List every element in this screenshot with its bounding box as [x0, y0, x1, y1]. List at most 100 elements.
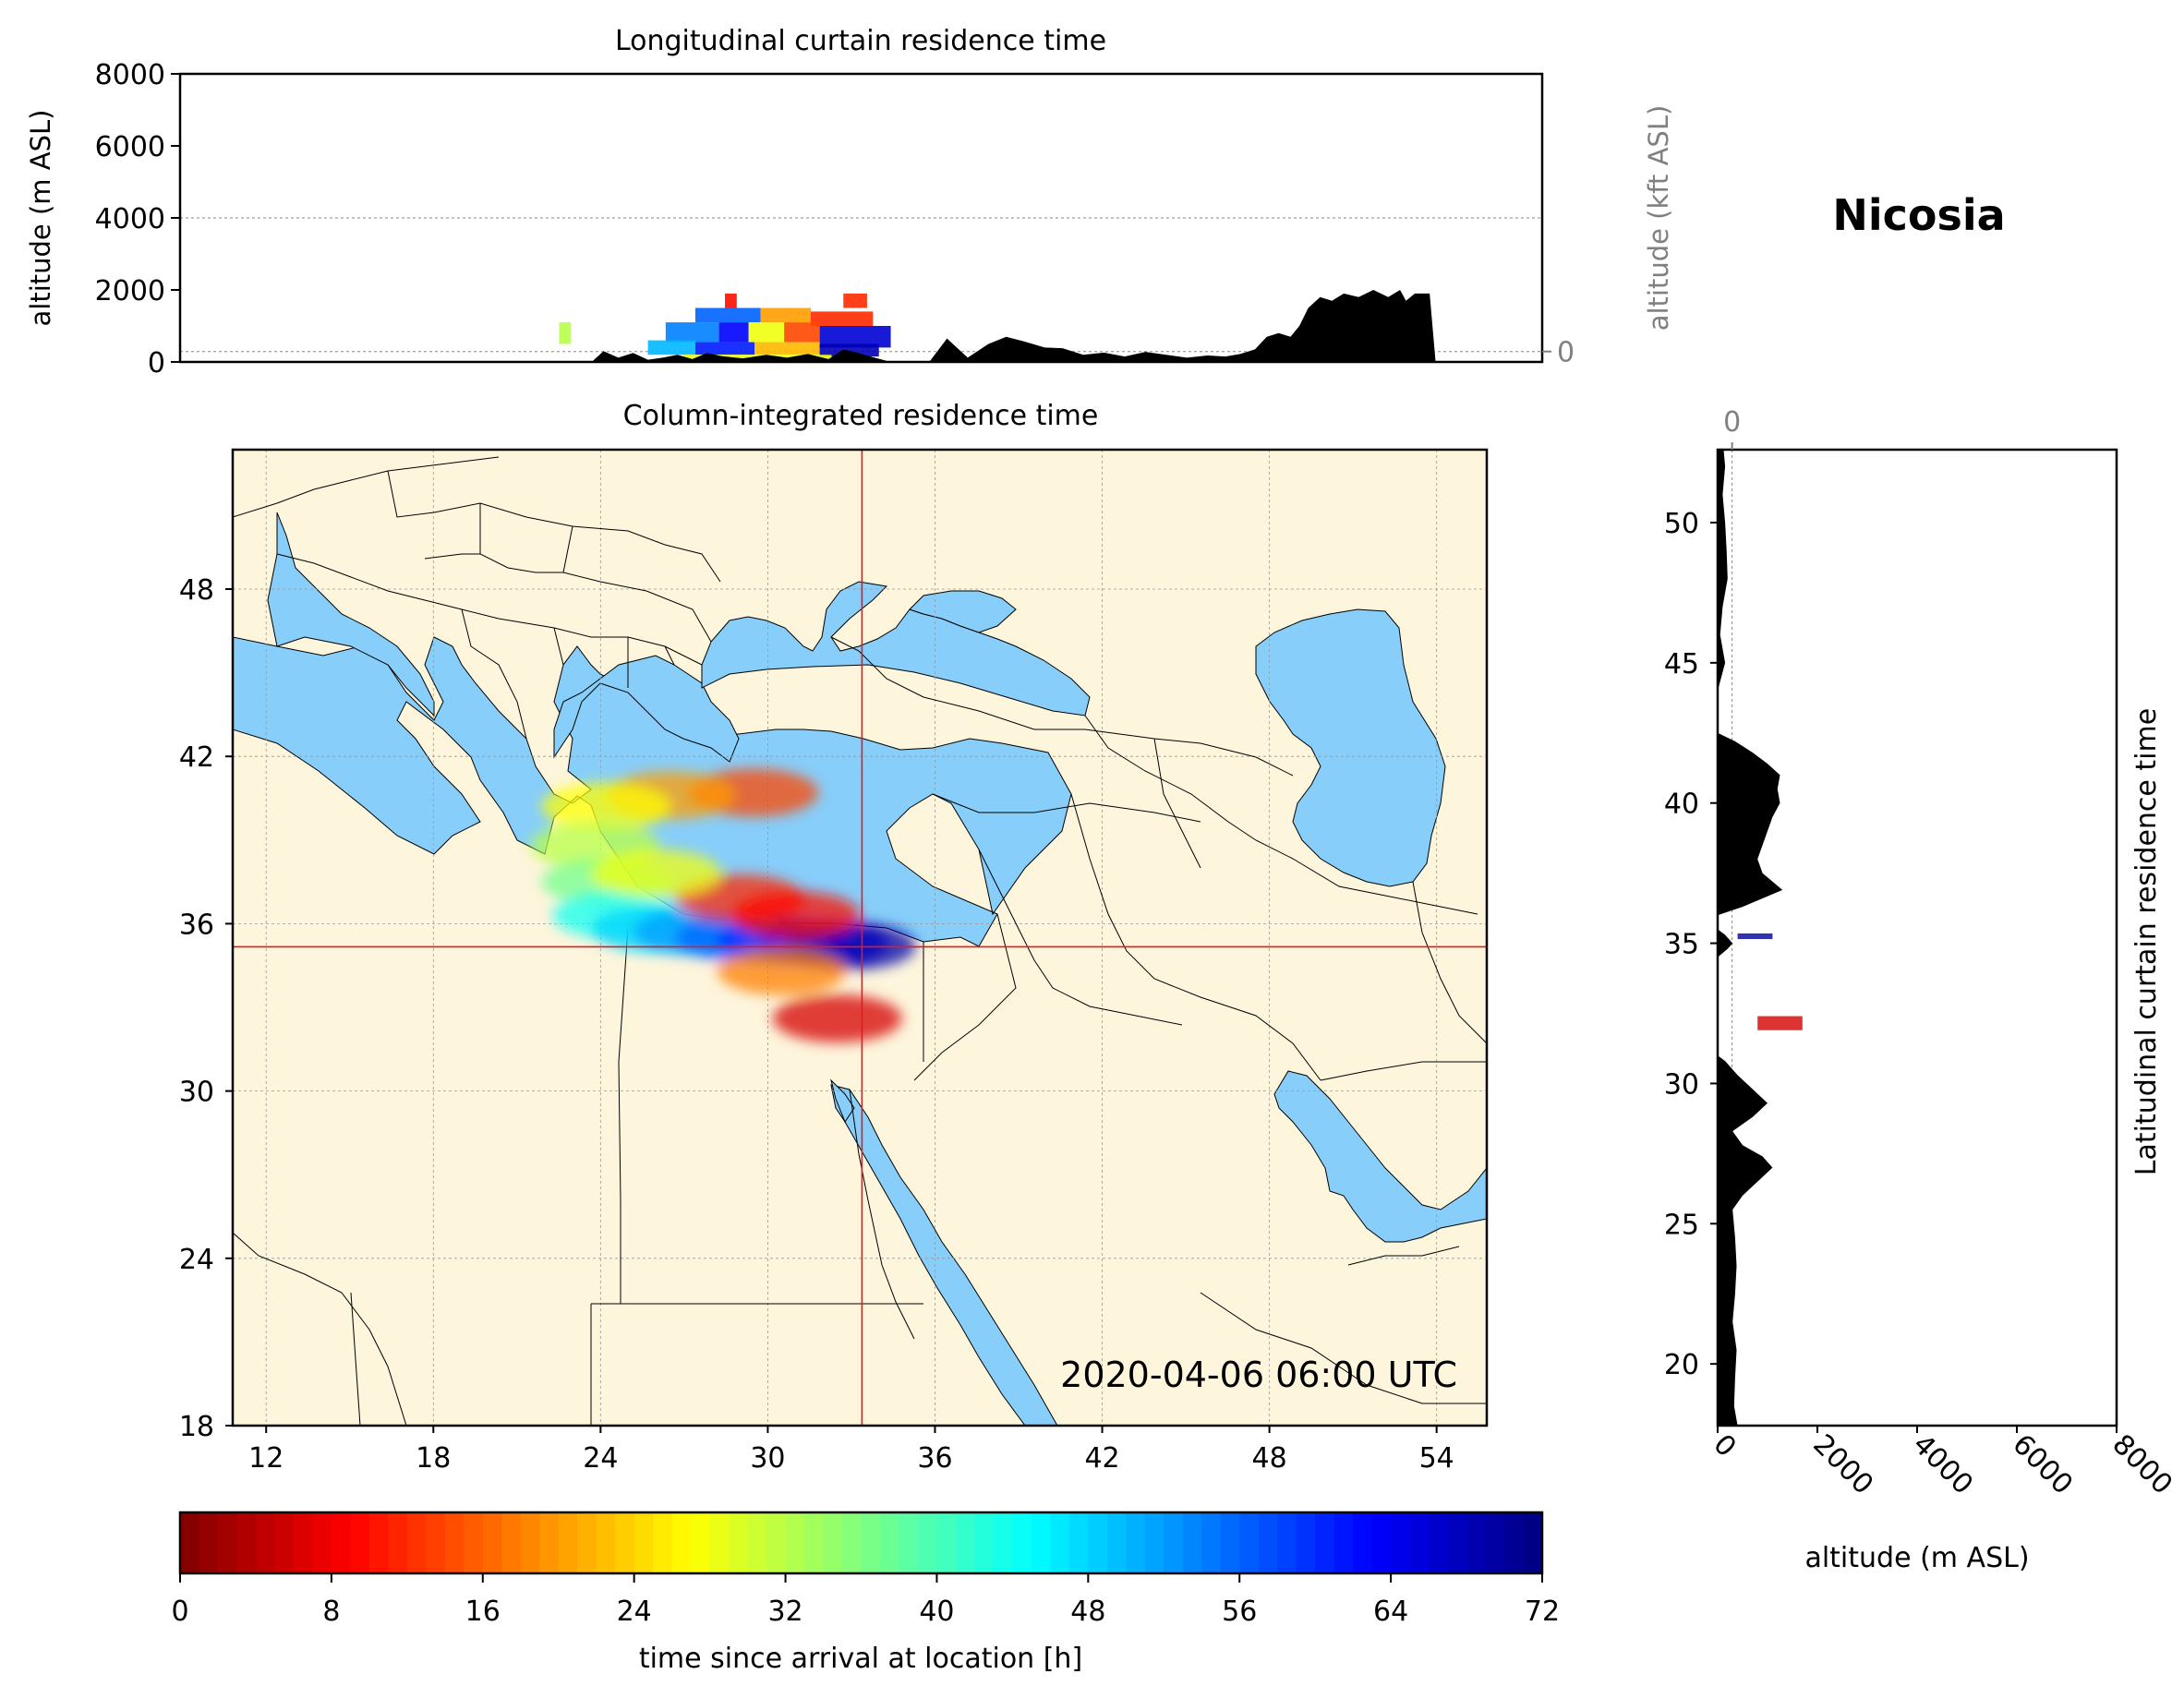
- colorbar-cell: [520, 1512, 540, 1573]
- colorbar-cells: [180, 1512, 1543, 1573]
- right-ytick-label: 45: [1664, 648, 1699, 680]
- top-plume-band: [748, 322, 785, 343]
- colorbar-cell: [1429, 1512, 1449, 1573]
- map-ytick-label: 24: [179, 1244, 214, 1276]
- map-x-axis: 12 18 24 30 36 42 48 54: [248, 1426, 1454, 1475]
- top-plume-band: [718, 322, 749, 343]
- right-ytick-label: 50: [1664, 508, 1699, 540]
- right-x-axis: 0 2000 4000 6000 8000: [1707, 1426, 2178, 1501]
- right-grid: [1732, 450, 1733, 1426]
- map-plume-blob: [591, 849, 721, 898]
- top-plume-band: [665, 322, 719, 343]
- colorbar-cell: [558, 1512, 578, 1573]
- right-ytick-label: 35: [1664, 929, 1699, 961]
- colorbar-cell: [804, 1512, 825, 1573]
- colorbar-cell: [1353, 1512, 1373, 1573]
- colorbar-cell: [974, 1512, 995, 1573]
- colorbar-cell: [1333, 1512, 1354, 1573]
- right-xtick-label: 8000: [2106, 1428, 2178, 1501]
- top-plume-band: [819, 343, 879, 357]
- colorbar-cell: [1031, 1512, 1051, 1573]
- top-plume-band: [784, 322, 820, 343]
- colorbar-cell: [1012, 1512, 1032, 1573]
- colorbar-cell: [539, 1512, 560, 1573]
- colorbar-cell: [955, 1512, 976, 1573]
- colorbar-cell: [653, 1512, 673, 1573]
- right-xtick-top-label: 0: [1723, 406, 1741, 439]
- colorbar-cell: [312, 1512, 332, 1573]
- map-plume-blob: [541, 782, 671, 831]
- colorbar-cell: [1220, 1512, 1240, 1573]
- adriatic-sea: [267, 512, 435, 717]
- colorbar-cell: [1201, 1512, 1222, 1573]
- top-ytick-label: 6000: [95, 131, 165, 163]
- colorbar-label: time since arrival at location [h]: [639, 1643, 1082, 1675]
- colorbar-cell: [1277, 1512, 1297, 1573]
- map-xtick-label: 12: [248, 1442, 284, 1475]
- colorbar-cell: [917, 1512, 938, 1573]
- colorbar-cell: [464, 1512, 484, 1573]
- map-xtick-label: 36: [917, 1442, 952, 1475]
- right-ylabel: Latitudinal curtain residence time: [2130, 708, 2163, 1175]
- colorbar-cell: [1144, 1512, 1164, 1573]
- colorbar-cell: [274, 1512, 295, 1573]
- map-area: 2020-04-06 06:00 UTC: [233, 450, 1487, 1426]
- map-title: Column-integrated residence time: [623, 400, 1099, 432]
- colorbar: 0 8 16 24 32 40 48 56 64 72 time since arrival at…: [171, 1511, 1560, 1675]
- colorbar-cell: [1523, 1512, 1543, 1573]
- colorbar-ticks: 0 8 16 24 32 40 48 56 64 72: [171, 1573, 1560, 1628]
- right-top-axis: 050100: [1723, 406, 1741, 450]
- colorbar-cell: [596, 1512, 616, 1573]
- colorbar-cell: [1466, 1512, 1487, 1573]
- colorbar-tick-label: 32: [767, 1596, 802, 1628]
- persian-gulf: [1273, 1070, 1487, 1243]
- top-plume-band: [725, 293, 737, 308]
- map-ytick-label: 30: [179, 1077, 214, 1109]
- colorbar-cell: [1182, 1512, 1202, 1573]
- colorbar-cell: [331, 1512, 351, 1573]
- right-xtick-label: 4000: [1906, 1428, 1979, 1501]
- colorbar-tick-label: 64: [1373, 1596, 1408, 1628]
- top-plume-band: [760, 307, 811, 323]
- top-plume-band: [754, 342, 820, 355]
- map-axes-frame: [231, 448, 1489, 1427]
- location-title: Nicosia: [1832, 190, 2005, 240]
- red-sea: [830, 1084, 1058, 1426]
- right-ytick-label: 30: [1664, 1068, 1699, 1101]
- map-ytick-label: 36: [179, 909, 214, 941]
- colorbar-cell: [861, 1512, 881, 1573]
- colorbar-cell: [1485, 1512, 1505, 1573]
- colorbar-cell: [293, 1512, 314, 1573]
- colorbar-tick-label: 40: [919, 1596, 954, 1628]
- top-plume-band: [694, 342, 755, 355]
- colorbar-cell: [368, 1512, 389, 1573]
- colorbar-cell: [1050, 1512, 1070, 1573]
- top-ylabel-right: altitude (kft ASL): [1643, 105, 1674, 331]
- colorbar-cell: [406, 1512, 427, 1573]
- colorbar-cell: [501, 1512, 522, 1573]
- colorbar-tick-label: 8: [322, 1596, 340, 1628]
- colorbar-cell: [180, 1512, 200, 1573]
- top-plume-band: [819, 326, 891, 348]
- map-xtick-label: 54: [1419, 1442, 1454, 1475]
- colorbar-cell: [236, 1512, 257, 1573]
- right-xlabel: altitude (m ASL): [1804, 1542, 2029, 1574]
- colorbar-cell: [1391, 1512, 1411, 1573]
- colorbar-cell: [842, 1512, 863, 1573]
- map-xtick-label: 18: [416, 1442, 451, 1475]
- colorbar-tick-label: 72: [1525, 1596, 1560, 1628]
- colorbar-cell: [577, 1512, 597, 1573]
- top-ytick-label: 2000: [95, 275, 165, 307]
- top-plume-band: [843, 293, 867, 308]
- colorbar-cell: [899, 1512, 919, 1573]
- map-y-axis: 18 24 30 36 42 48: [179, 574, 233, 1443]
- top-ytick-label: 0: [148, 347, 165, 379]
- colorbar-cell: [1315, 1512, 1335, 1573]
- border-lines: [233, 456, 1487, 1426]
- map-plume-blob: [730, 891, 861, 940]
- top-ylabel-left: altitude (m ASL): [25, 110, 56, 327]
- map-plume: [530, 768, 916, 1043]
- colorbar-cell: [766, 1512, 787, 1573]
- colorbar-cell: [388, 1512, 408, 1573]
